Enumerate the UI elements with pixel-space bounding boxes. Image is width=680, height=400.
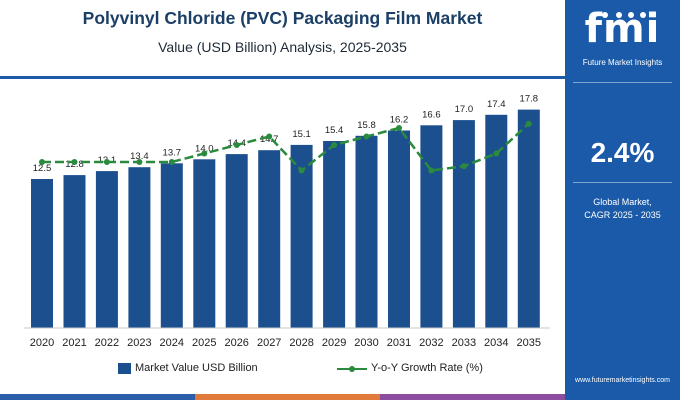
- bar-2029: [323, 141, 346, 328]
- x-tick-2032: 2032: [419, 337, 443, 349]
- legend-bar-label: Market Value USD Billion: [135, 362, 258, 374]
- bar-value-label-2033: 17.0: [455, 104, 474, 115]
- legend-item-market-value: Market Value USD Billion: [118, 362, 258, 378]
- growth-point-2029: [331, 142, 338, 148]
- top-band: [0, 76, 565, 79]
- bar-2021: [63, 175, 86, 328]
- bar-2035: [517, 109, 540, 328]
- legend-item-growth-rate: Y-o-Y Growth Rate (%): [337, 362, 483, 378]
- sidebar-divider: [573, 182, 672, 183]
- x-tick-2026: 2026: [224, 337, 248, 349]
- footer-band-orange: [195, 394, 380, 400]
- growth-point-2035: [525, 120, 532, 127]
- bar-value-label-2032: 16.6: [422, 109, 441, 120]
- bar-2033: [452, 120, 475, 328]
- bar-2031: [388, 130, 410, 328]
- chart-subtitle: Value (USD Billion) Analysis, 2025-2035: [158, 39, 407, 55]
- cagr-value: 2.4%: [590, 137, 655, 168]
- growth-point-2023: [136, 159, 143, 165]
- bar-2030: [355, 135, 378, 328]
- x-tick-2021: 2021: [62, 337, 86, 349]
- x-axis-tick-labels: 2020 2021 2022 2023 2024 2025 2026 2027 2028 2029…: [30, 337, 541, 349]
- bar-series: [31, 109, 540, 328]
- bar-2027: [258, 150, 281, 328]
- bar-value-label-2030: 15.8: [357, 120, 376, 131]
- bar-2032: [420, 125, 443, 328]
- x-tick-2031: 2031: [387, 337, 411, 349]
- growth-line-series: [39, 120, 532, 174]
- sidebar: fmi Future Market Insights 2.4% Global M…: [565, 0, 680, 400]
- growth-point-2021: [71, 159, 78, 165]
- x-tick-2022: 2022: [95, 337, 119, 349]
- x-tick-2034: 2034: [484, 337, 508, 349]
- growth-point-2024: [168, 159, 175, 165]
- x-tick-2024: 2024: [160, 337, 184, 349]
- growth-point-2028: [298, 167, 305, 174]
- sidebar-divider: [573, 82, 672, 83]
- footer-band-blue: [0, 394, 195, 400]
- x-tick-2025: 2025: [192, 337, 216, 349]
- bar-2023: [128, 167, 151, 328]
- growth-point-2025: [201, 150, 208, 157]
- bar-value-label-2028: 15.1: [292, 129, 311, 140]
- bar-value-label-2027: 14.7: [260, 134, 279, 145]
- bar-value-label-2031: 16.2: [390, 115, 409, 126]
- bar-value-label-2024: 13.7: [163, 147, 182, 158]
- chart-title: Polyvinyl Chloride (PVC) Packaging Film …: [82, 8, 483, 28]
- x-tick-2029: 2029: [322, 337, 346, 349]
- website-link[interactable]: www.futuremarketinsights.com: [575, 377, 670, 384]
- bar-2024: [160, 163, 183, 328]
- chart-area: 12.512.813.113.413.714.014.414.715.115.4…: [0, 76, 565, 349]
- bar-value-label-2025: 14.0: [195, 143, 214, 154]
- footer-band-purple: [380, 394, 565, 400]
- x-tick-2033: 2033: [452, 337, 476, 349]
- x-tick-2028: 2028: [289, 337, 313, 349]
- growth-point-2031: [396, 125, 402, 131]
- bar-2022: [95, 171, 118, 328]
- growth-point-2026: [233, 142, 240, 148]
- growth-point-2034: [493, 150, 500, 157]
- bar-2028: [290, 144, 313, 328]
- bar-value-label-2020: 12.5: [33, 163, 52, 174]
- cagr-label-line1: Global Market,: [593, 197, 652, 207]
- x-tick-2027: 2027: [257, 337, 281, 349]
- growth-point-2030: [363, 133, 370, 140]
- bar-2025: [193, 159, 216, 328]
- x-tick-2030: 2030: [354, 337, 378, 349]
- fmi-logo: fmi: [584, 6, 661, 52]
- x-tick-2035: 2035: [517, 337, 541, 349]
- growth-line: [42, 122, 530, 173]
- x-tick-2020: 2020: [30, 337, 54, 349]
- bar-swatch: [118, 362, 131, 374]
- growth-point-2027: [266, 133, 273, 140]
- line-swatch: [337, 363, 367, 374]
- growth-point-2032: [428, 167, 435, 174]
- bar-value-label-2023: 13.4: [130, 151, 149, 162]
- bar-2020: [31, 179, 53, 328]
- x-tick-2023: 2023: [127, 337, 151, 349]
- bar-2034: [485, 114, 508, 328]
- growth-point-2022: [103, 159, 110, 165]
- legend-line-label: Y-o-Y Growth Rate (%): [371, 362, 483, 374]
- cagr-label-line2: CAGR 2025 - 2035: [584, 210, 661, 220]
- cagr-label: Global Market, CAGR 2025 - 2035: [565, 196, 680, 222]
- growth-point-2033: [460, 163, 467, 170]
- bar-2026: [225, 154, 248, 328]
- growth-point-2020: [39, 159, 45, 165]
- logo-subtitle: Future Market Insights: [582, 58, 663, 67]
- bar-value-label-2034: 17.4: [487, 99, 506, 110]
- bar-value-label-2035: 17.8: [520, 94, 539, 105]
- bar-value-label-2029: 15.4: [325, 125, 344, 136]
- logo-dots-icon: [602, 12, 646, 18]
